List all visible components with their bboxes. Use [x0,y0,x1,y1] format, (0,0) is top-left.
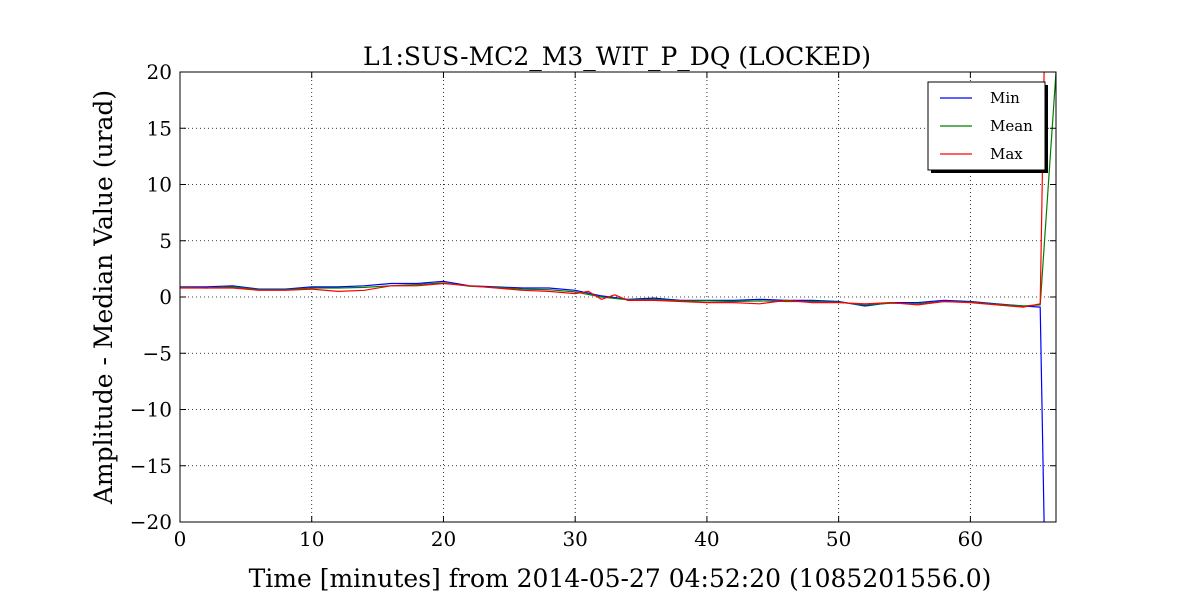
grid [180,72,1056,522]
y-tick-label: 15 [147,116,172,140]
y-tick-label: −5 [143,341,172,365]
series-line-max [180,72,1045,308]
y-tick-label: 0 [159,285,172,309]
y-axis-label: Amplitude - Median Value (urad) [89,90,118,505]
tick-labels: 0 10 20 30 40 50 60 −20 −15 −10 −5 0 5 10 15 20 [130,60,983,551]
y-tick-label: 10 [147,173,172,197]
legend-label-min: Min [990,89,1020,107]
y-tick-label: −20 [130,510,172,534]
y-tick-label: −10 [130,398,172,422]
ticks [179,71,1056,523]
y-tick-label: −15 [130,454,172,478]
series-lines [180,72,1056,522]
y-tick-label: 5 [159,229,172,253]
legend-label-max: Max [990,145,1023,163]
x-tick-label: 30 [562,527,587,551]
x-tick-label: 60 [958,527,983,551]
x-tick-label: 10 [299,527,324,551]
y-tick-label: 20 [147,60,172,84]
legend: Min Mean Max [927,81,1048,173]
x-tick-label: 40 [694,527,719,551]
chart-title: L1:SUS-MC2_M3_WIT_P_DQ (LOCKED) [363,42,871,71]
x-tick-label: 0 [174,527,187,551]
legend-label-mean: Mean [990,117,1033,135]
x-tick-label: 50 [826,527,851,551]
x-axis-label: Time [minutes] from 2014-05-27 04:52:20 … [249,564,992,593]
x-tick-label: 20 [431,527,456,551]
